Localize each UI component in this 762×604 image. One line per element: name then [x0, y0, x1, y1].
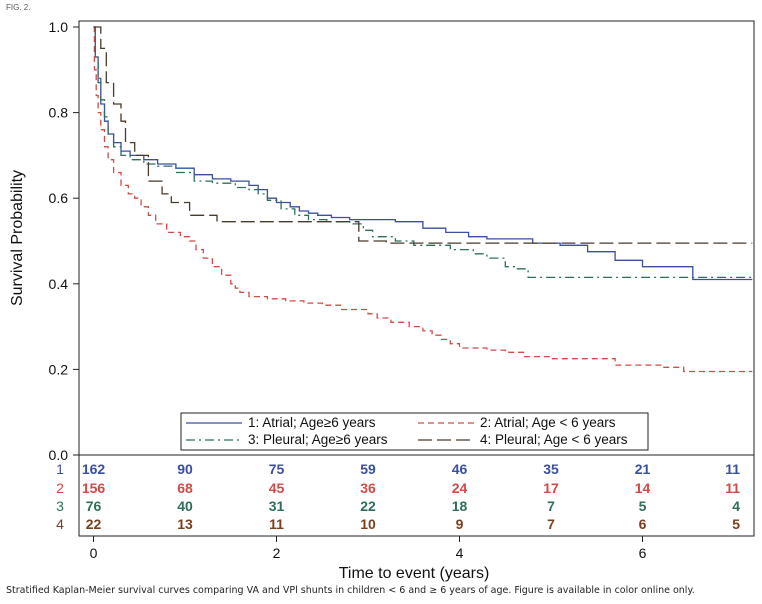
risk-count: 7	[547, 516, 555, 532]
risk-count: 4	[732, 498, 740, 514]
x-tick-label: 2	[273, 545, 281, 561]
y-tick-label: 0.6	[49, 190, 69, 206]
survival-curves	[93, 26, 753, 373]
risk-count: 11	[725, 480, 740, 496]
risk-count: 31	[269, 498, 285, 514]
y-tick-label: 1.0	[49, 19, 69, 35]
legend-label-4: 4: Pleural; Age < 6 years	[480, 432, 628, 447]
risk-count: 14	[635, 480, 651, 496]
risk-row-label-4: 4	[56, 516, 64, 532]
legend-label-1: 1: Atrial; Age≥6 years	[248, 415, 376, 430]
x-tick-label: 4	[456, 545, 464, 561]
x-tick-label: 6	[639, 545, 647, 561]
risk-row-label-1: 1	[56, 461, 64, 477]
risk-count: 21	[635, 461, 651, 477]
risk-count: 46	[452, 461, 468, 477]
risk-count: 75	[269, 461, 285, 477]
risk-count: 10	[360, 516, 376, 532]
risk-count: 59	[360, 461, 376, 477]
y-axis-title: Survival Probability	[9, 170, 26, 306]
series-2-curve	[93, 26, 753, 373]
series-4-curve	[93, 26, 753, 244]
legend: 1: Atrial; Age≥6 years 2: Atrial; Age < 6…	[180, 412, 649, 451]
risk-count: 22	[86, 516, 102, 532]
y-tick-label: 0.0	[49, 447, 69, 463]
risk-count: 11	[725, 461, 740, 477]
risk-count: 45	[269, 480, 285, 496]
risk-count: 35	[543, 461, 559, 477]
risk-count: 90	[177, 461, 193, 477]
x-axis-title: Time to event (years)	[339, 565, 490, 582]
figure-caption: Stratified Kaplan-Meier survival curves …	[6, 585, 695, 596]
risk-count: 13	[177, 516, 193, 532]
figure-label: FIG. 2.	[6, 3, 31, 12]
series-3-curve	[93, 26, 753, 279]
y-tick-label: 0.2	[49, 361, 69, 377]
risk-count: 6	[639, 516, 647, 532]
x-tick-label: 0	[90, 545, 98, 561]
risk-count: 11	[269, 516, 284, 532]
risk-count: 40	[177, 498, 193, 514]
y-tick-label: 0.8	[49, 105, 69, 121]
y-tick-label: 0.4	[49, 276, 69, 292]
x-axis: 0 2 4 6	[90, 536, 647, 561]
y-axis: 0.0 0.2 0.4 0.6 0.8 1.0	[49, 19, 79, 463]
risk-count: 68	[177, 480, 193, 496]
risk-count: 76	[86, 498, 102, 514]
risk-table: 1 162 90 75 59 46 35 21 112 156 68 45 36 24 17 14 113 76 4…	[56, 461, 740, 532]
risk-count: 9	[456, 516, 464, 532]
risk-row-label-2: 2	[56, 480, 64, 496]
risk-row-label-3: 3	[56, 498, 64, 514]
risk-count: 18	[452, 498, 468, 514]
risk-count: 5	[639, 498, 647, 514]
risk-count: 24	[452, 480, 468, 496]
risk-count: 17	[543, 480, 559, 496]
risk-count: 5	[732, 516, 740, 532]
risk-count: 7	[547, 498, 555, 514]
legend-box	[180, 412, 649, 451]
risk-count: 162	[82, 461, 106, 477]
risk-count: 22	[360, 498, 376, 514]
risk-count: 36	[360, 480, 376, 496]
legend-label-3: 3: Pleural; Age≥6 years	[248, 432, 388, 447]
legend-label-2: 2: Atrial; Age < 6 years	[480, 415, 616, 430]
plot-frame	[78, 20, 755, 537]
risk-count: 156	[82, 480, 106, 496]
